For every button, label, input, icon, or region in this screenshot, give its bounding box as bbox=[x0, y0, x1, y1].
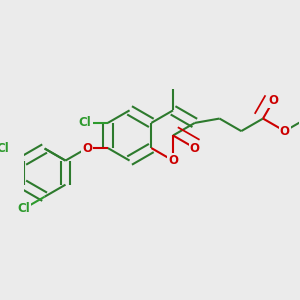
Text: Cl: Cl bbox=[79, 116, 92, 129]
Text: O: O bbox=[82, 142, 92, 154]
Text: Cl: Cl bbox=[0, 142, 9, 155]
Text: O: O bbox=[190, 142, 200, 154]
Text: O: O bbox=[280, 124, 290, 138]
Text: O: O bbox=[168, 154, 178, 167]
Text: O: O bbox=[269, 94, 279, 106]
Text: Cl: Cl bbox=[17, 202, 30, 215]
